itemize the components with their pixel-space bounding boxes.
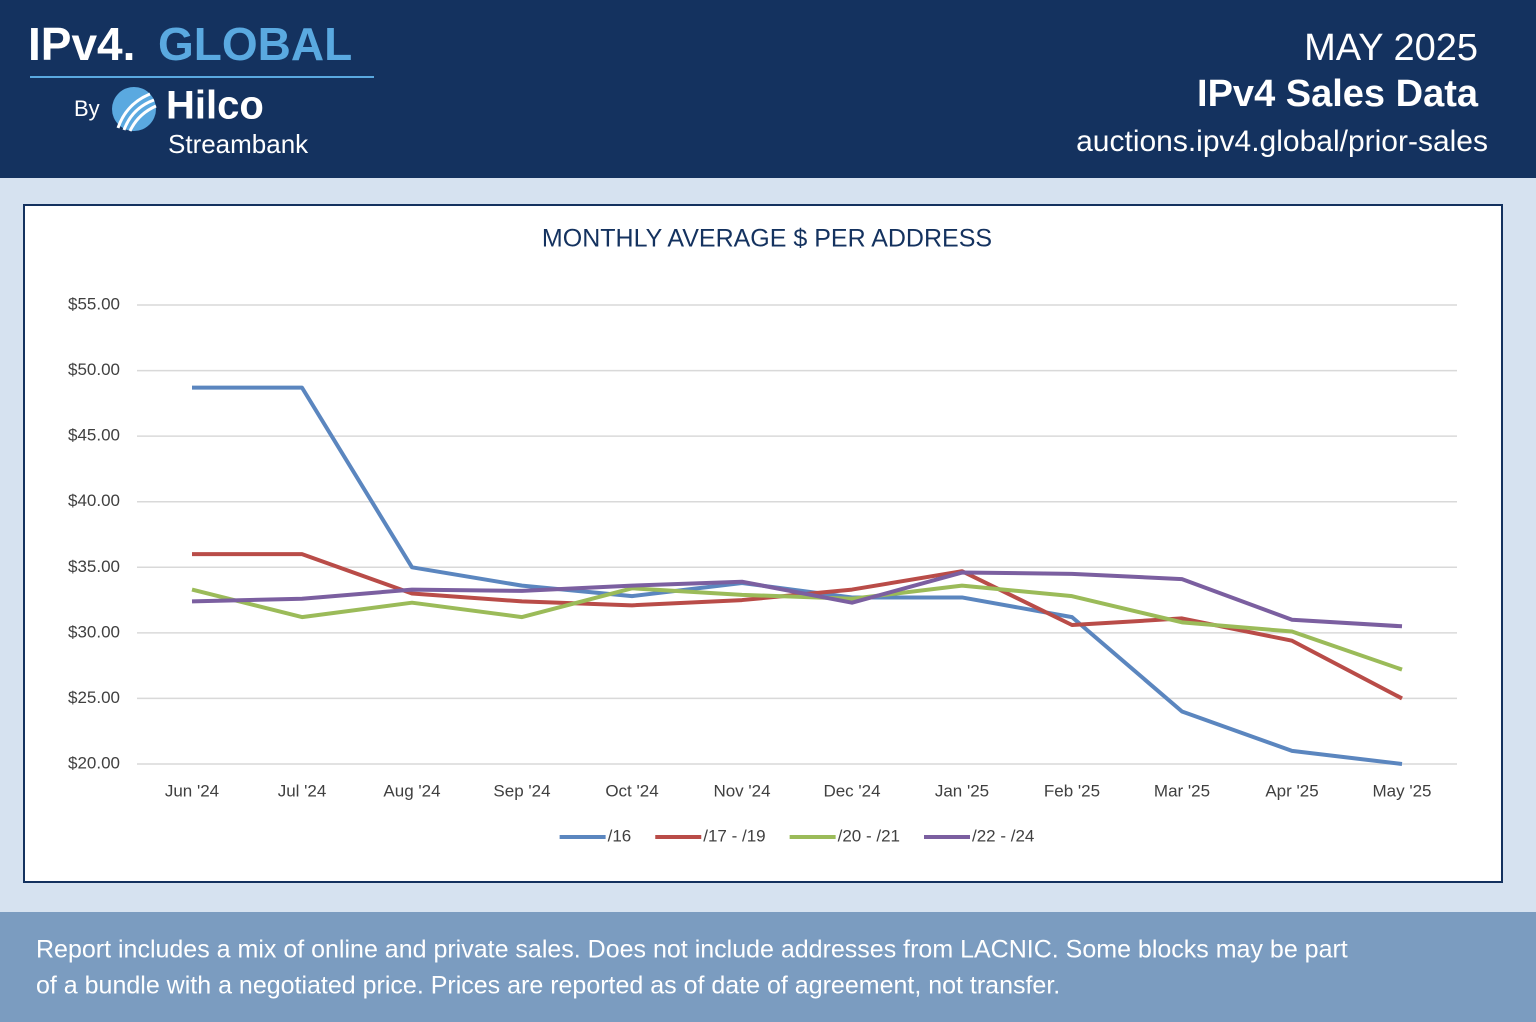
x-tick-label: Jul '24 <box>278 781 327 800</box>
y-tick-label: $30.00 <box>68 622 120 641</box>
series-line <box>191 583 1403 672</box>
logo-global: GLOBAL <box>158 18 352 70</box>
x-tick-label: May '25 <box>1373 781 1432 800</box>
logo-streambank: Streambank <box>168 129 309 159</box>
logo-by: By <box>74 96 100 121</box>
y-tick-label: $55.00 <box>68 294 120 313</box>
y-tick-label: $50.00 <box>68 360 120 379</box>
chart-frame <box>23 204 1503 883</box>
y-tick-label: $40.00 <box>68 491 120 510</box>
x-tick-label: Aug '24 <box>383 781 440 800</box>
footer-note: Report includes a mix of online and priv… <box>36 936 1348 964</box>
report-url[interactable]: auctions.ipv4.global/prior-sales <box>1076 125 1488 158</box>
legend-label: /22 - /24 <box>972 826 1034 845</box>
x-tick-label: Mar '25 <box>1154 781 1210 800</box>
logo-ipv4: IPv4. <box>28 18 135 70</box>
legend-label: /17 - /19 <box>703 826 765 845</box>
x-tick-label: Nov '24 <box>713 781 770 800</box>
footer-note: of a bundle with a negotiated price. Pri… <box>36 972 1060 1000</box>
x-tick-label: Oct '24 <box>605 781 658 800</box>
x-tick-label: Jan '25 <box>935 781 989 800</box>
logo-hilco: Hilco <box>166 84 264 128</box>
chart-title: MONTHLY AVERAGE $ PER ADDRESS <box>542 225 992 253</box>
footer-band <box>0 912 1536 1022</box>
series-line <box>191 570 1403 629</box>
x-tick-label: Dec '24 <box>823 781 880 800</box>
legend-label: /16 <box>608 826 632 845</box>
report-title: IPv4 Sales Data <box>1197 73 1479 115</box>
x-tick-label: Sep '24 <box>493 781 550 800</box>
legend-label: /20 - /21 <box>838 826 900 845</box>
x-tick-label: Jun '24 <box>165 781 219 800</box>
y-tick-label: $25.00 <box>68 688 120 707</box>
y-tick-label: $45.00 <box>68 426 120 445</box>
logo-icon <box>112 87 157 132</box>
x-tick-label: Feb '25 <box>1044 781 1100 800</box>
y-tick-label: $20.00 <box>68 753 120 772</box>
x-tick-label: Apr '25 <box>1265 781 1318 800</box>
report-month: MAY 2025 <box>1304 27 1478 69</box>
header-band <box>0 0 1536 178</box>
y-tick-label: $35.00 <box>68 557 120 576</box>
